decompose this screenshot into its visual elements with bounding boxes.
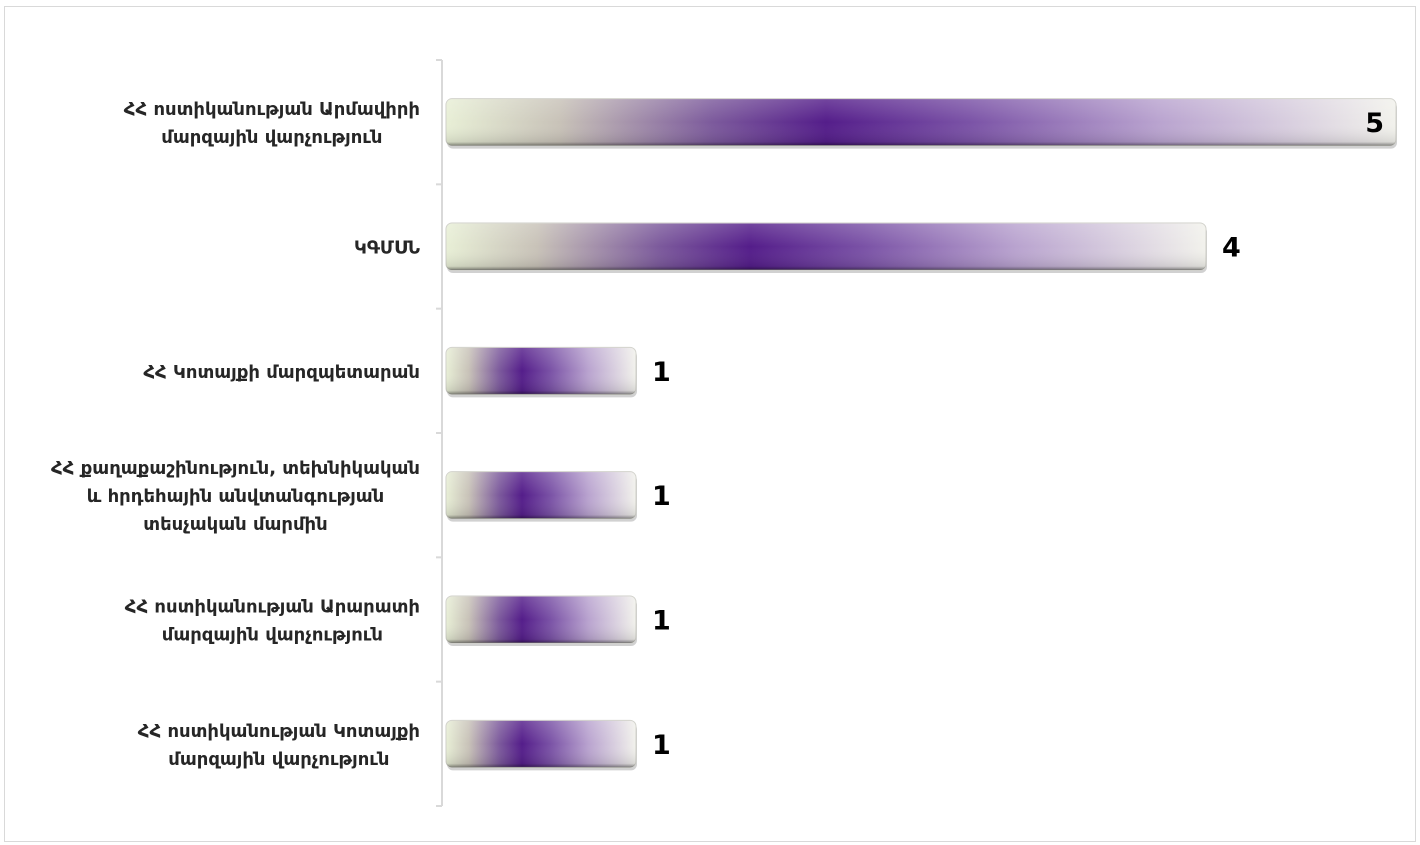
axis-layer xyxy=(436,59,443,807)
category-label: մարզային վարչություն xyxy=(162,625,383,646)
labels-layer: 5 ՀՀ ոստիկանության Արմավիրի մարզային վարչո… xyxy=(51,99,1384,770)
category-label: մարզային վարչություն xyxy=(168,749,389,770)
data-label: 1 xyxy=(652,606,671,637)
category-label: ՀՀ ոստիկանության Կոտայքի xyxy=(138,721,420,742)
bar-bevel xyxy=(446,471,636,519)
bar-bevel xyxy=(446,223,1206,270)
bar-bevel xyxy=(446,98,1396,146)
bar-bevel xyxy=(446,720,636,768)
bar-bevel xyxy=(446,596,636,643)
category-label: ՀՀ քաղաքաշինություն, տեխնիկական xyxy=(51,458,420,479)
category-label: մարզային վարչություն xyxy=(161,127,382,148)
bar-bevel xyxy=(446,347,636,395)
category-label: ՀՀ ոստիկանության Արարատի xyxy=(125,597,420,618)
category-label: ԿԳՄՍՆ xyxy=(354,238,420,259)
data-label: 5 xyxy=(1365,108,1384,139)
bars-layer xyxy=(445,98,1397,771)
category-label: ՀՀ Կոտայքի մարզպետարան xyxy=(143,362,420,383)
category-label: և հրդեհային անվտանգության xyxy=(87,486,385,507)
category-label: ՀՀ ոստիկանության Արմավիրի xyxy=(124,99,420,120)
data-label: 1 xyxy=(652,730,671,761)
data-label: 1 xyxy=(652,481,671,512)
category-label: տեսչական մարմին xyxy=(143,514,327,535)
data-label: 4 xyxy=(1222,233,1241,264)
data-label: 1 xyxy=(652,357,671,388)
